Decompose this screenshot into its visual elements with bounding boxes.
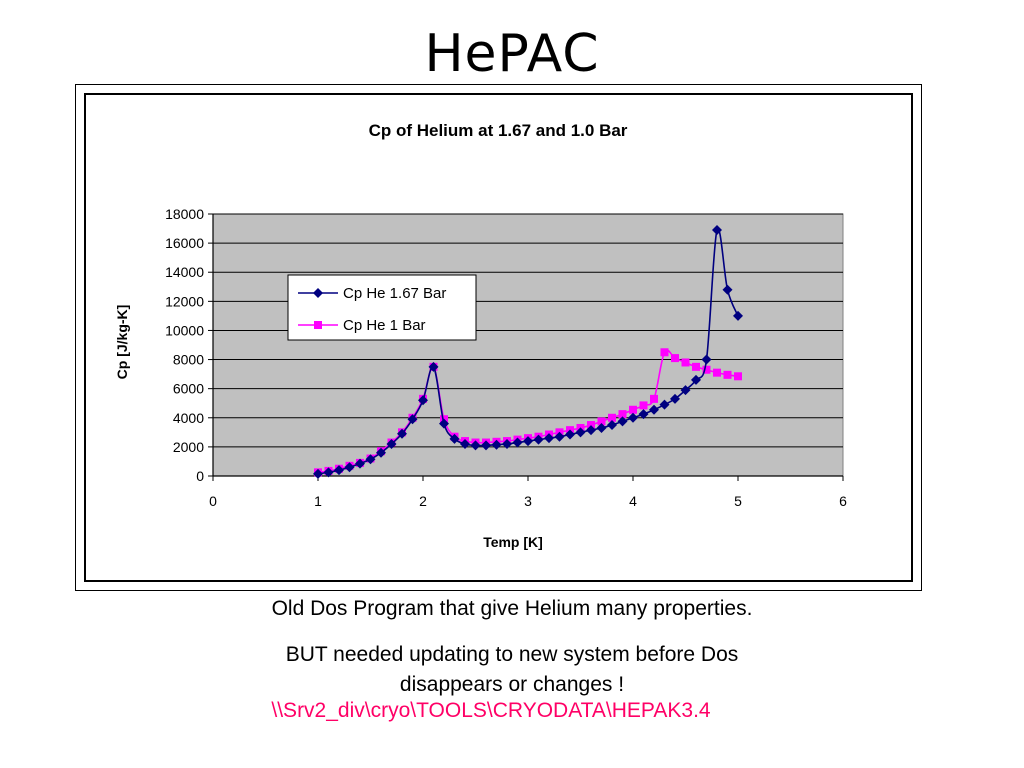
x-tick-label: 2 xyxy=(419,493,427,509)
network-path-link[interactable]: \\Srv2_div\cryo\TOOLS\CRYODATA\HEPAK3.4 xyxy=(271,699,711,722)
chart-title: Cp of Helium at 1.67 and 1.0 Bar xyxy=(369,121,628,140)
data-point-series-2 xyxy=(618,410,627,419)
y-tick-label: 6000 xyxy=(173,381,204,397)
data-point-series-2 xyxy=(650,394,658,403)
chart-svg: Cp of Helium at 1.67 and 1.0 Bar 0 2000 400… xyxy=(114,121,847,550)
y-axis-label: Cp [J/kg-K] xyxy=(114,305,130,380)
data-point-series-1 xyxy=(418,395,428,406)
data-point-series-1 xyxy=(575,427,586,438)
slide-title: HePAC xyxy=(424,24,600,84)
y-tick-label: 12000 xyxy=(165,293,204,309)
data-point-series-1 xyxy=(523,436,533,447)
caption-line-2: BUT needed updating to new system before… xyxy=(285,643,739,666)
data-point-series-1 xyxy=(491,439,502,450)
data-point-series-2 xyxy=(713,368,721,377)
x-tick-label: 5 xyxy=(734,493,742,509)
data-point-series-1 xyxy=(586,425,596,436)
data-point-series-1 xyxy=(712,225,722,236)
data-point-series-2 xyxy=(639,401,648,410)
y-tick-label: 4000 xyxy=(173,410,204,426)
chart-area: Cp of Helium at 1.67 and 1.0 Bar 0 2000 400… xyxy=(84,93,913,582)
data-point-series-1 xyxy=(512,437,523,448)
data-point-series-2 xyxy=(692,362,700,371)
data-point-series-1 xyxy=(628,412,638,423)
data-point-series-1 xyxy=(386,438,397,449)
data-point-series-1 xyxy=(407,414,418,425)
legend-label: Cp He 1 Bar xyxy=(343,317,426,334)
data-point-series-1 xyxy=(313,468,323,479)
data-point-series-1 xyxy=(428,361,439,372)
y-tick-label: 8000 xyxy=(173,352,204,368)
legend-box xyxy=(287,274,477,341)
data-point-series-1 xyxy=(691,374,701,385)
data-point-series-1 xyxy=(376,447,386,458)
data-point-series-1 xyxy=(733,310,743,321)
data-point-series-1 xyxy=(649,404,659,415)
data-point-series-1 xyxy=(565,429,575,440)
data-point-series-2 xyxy=(671,354,679,363)
legend-marker xyxy=(314,321,322,329)
x-tick-label: 1 xyxy=(314,493,322,509)
x-tick-label: 4 xyxy=(629,493,637,509)
y-tick-label: 18000 xyxy=(165,206,204,222)
data-point-series-1 xyxy=(365,454,376,465)
data-point-series-2 xyxy=(723,370,732,379)
caption-line-3: disappears or changes ! xyxy=(399,673,625,696)
data-point-series-1 xyxy=(449,433,460,444)
data-point-series-2 xyxy=(587,421,595,430)
y-tick-label: 10000 xyxy=(165,322,204,338)
data-point-series-1 xyxy=(502,438,512,449)
data-point-series-1 xyxy=(470,440,481,451)
data-point-series-1 xyxy=(659,399,670,410)
data-point-series-1 xyxy=(722,284,733,295)
data-point-series-1 xyxy=(355,458,365,469)
data-point-series-1 xyxy=(544,433,554,444)
y-tick-label: 14000 xyxy=(165,264,204,280)
data-point-series-1 xyxy=(334,465,344,476)
x-tick-label: 6 xyxy=(839,493,847,509)
legend-label: Cp He 1.67 Bar xyxy=(343,285,446,302)
data-point-series-1 xyxy=(638,409,649,420)
data-point-series-1 xyxy=(617,416,628,427)
legend-marker xyxy=(313,288,323,298)
data-point-series-2 xyxy=(681,358,690,367)
data-point-series-1 xyxy=(596,422,607,433)
data-point-series-1 xyxy=(701,354,712,365)
data-point-series-1 xyxy=(607,420,617,431)
data-point-series-1 xyxy=(397,428,407,439)
x-tick-label: 0 xyxy=(209,493,217,509)
data-point-series-1 xyxy=(670,393,680,404)
caption-line-1: Old Dos Program that give Helium many pr… xyxy=(271,597,753,620)
x-axis-label: Temp [K] xyxy=(483,534,543,550)
data-point-series-2 xyxy=(597,417,606,426)
y-tick-label: 2000 xyxy=(173,439,204,455)
data-point-series-2 xyxy=(608,413,616,422)
data-point-series-2 xyxy=(702,365,711,374)
data-point-series-1 xyxy=(460,438,470,449)
y-tick-label: 0 xyxy=(196,468,204,484)
data-point-series-1 xyxy=(680,385,691,396)
y-tick-label: 16000 xyxy=(165,235,204,251)
data-point-series-1 xyxy=(323,467,334,478)
plot-area xyxy=(212,213,844,477)
data-point-series-1 xyxy=(554,431,565,442)
data-point-series-1 xyxy=(481,440,491,451)
data-point-series-2 xyxy=(660,348,669,357)
data-point-series-1 xyxy=(439,418,449,429)
x-tick-label: 3 xyxy=(524,493,532,509)
data-point-series-1 xyxy=(533,434,544,445)
data-point-series-1 xyxy=(344,462,355,473)
chart-frame: Cp of Helium at 1.67 and 1.0 Bar 0 2000 400… xyxy=(75,84,922,591)
data-point-series-2 xyxy=(629,405,637,414)
data-point-series-2 xyxy=(734,372,742,381)
